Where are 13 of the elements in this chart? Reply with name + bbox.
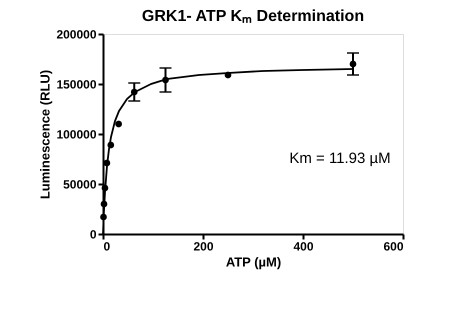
x-tick-label: 600: [383, 240, 404, 254]
y-tick-label: 200000: [56, 28, 97, 42]
y-tick-label: 100000: [56, 128, 97, 142]
x-tick-label: 0: [104, 240, 110, 254]
y-tick-label: 150000: [56, 78, 97, 92]
y-tick-label: 50000: [63, 178, 97, 192]
x-tick-label: 200: [193, 240, 214, 254]
x-tick-label: 400: [293, 240, 314, 254]
chart-title: GRK1- ATP Kₘ Determination: [142, 8, 364, 25]
annotation: Km = 11.93 µM: [289, 150, 391, 167]
y-tick-label: 0: [90, 228, 97, 242]
x-axis-title: ATP (µM): [226, 254, 282, 270]
y-axis-title: Luminescence (RLU): [37, 70, 52, 200]
